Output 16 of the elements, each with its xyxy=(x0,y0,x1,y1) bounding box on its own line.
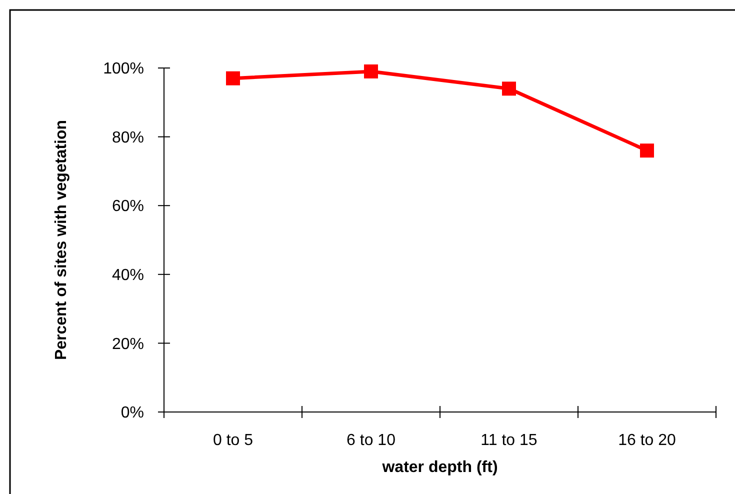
x-tick-label: 16 to 20 xyxy=(618,432,676,449)
point xyxy=(226,71,240,86)
x-tick-label: 0 to 5 xyxy=(212,432,254,449)
point xyxy=(640,144,654,158)
x-axis-title: water depth (ft) xyxy=(381,459,498,476)
y-axis-title: Percent of sites with vegetation xyxy=(53,120,70,360)
y-tick-label: 80% xyxy=(112,129,144,146)
y-tick-label: 100% xyxy=(103,60,144,78)
point xyxy=(364,64,378,78)
y-tick-label: 0% xyxy=(120,404,144,422)
y-tick-label: 40% xyxy=(112,267,144,284)
y-tick-label: 60% xyxy=(112,198,144,216)
point xyxy=(502,82,516,96)
x-tick-label: 6 to 10 xyxy=(346,432,396,449)
x-tick-label: 11 to 15 xyxy=(480,432,538,449)
y-tick-label: 20% xyxy=(112,336,144,353)
